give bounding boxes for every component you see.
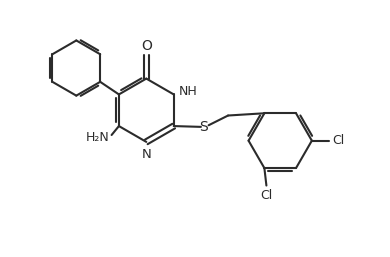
Text: O: O	[141, 39, 152, 53]
Text: Cl: Cl	[333, 134, 345, 147]
Text: Cl: Cl	[260, 189, 273, 202]
Text: NH: NH	[179, 85, 198, 98]
Text: H₂N: H₂N	[86, 131, 110, 144]
Text: N: N	[142, 148, 151, 161]
Text: S: S	[199, 120, 208, 134]
